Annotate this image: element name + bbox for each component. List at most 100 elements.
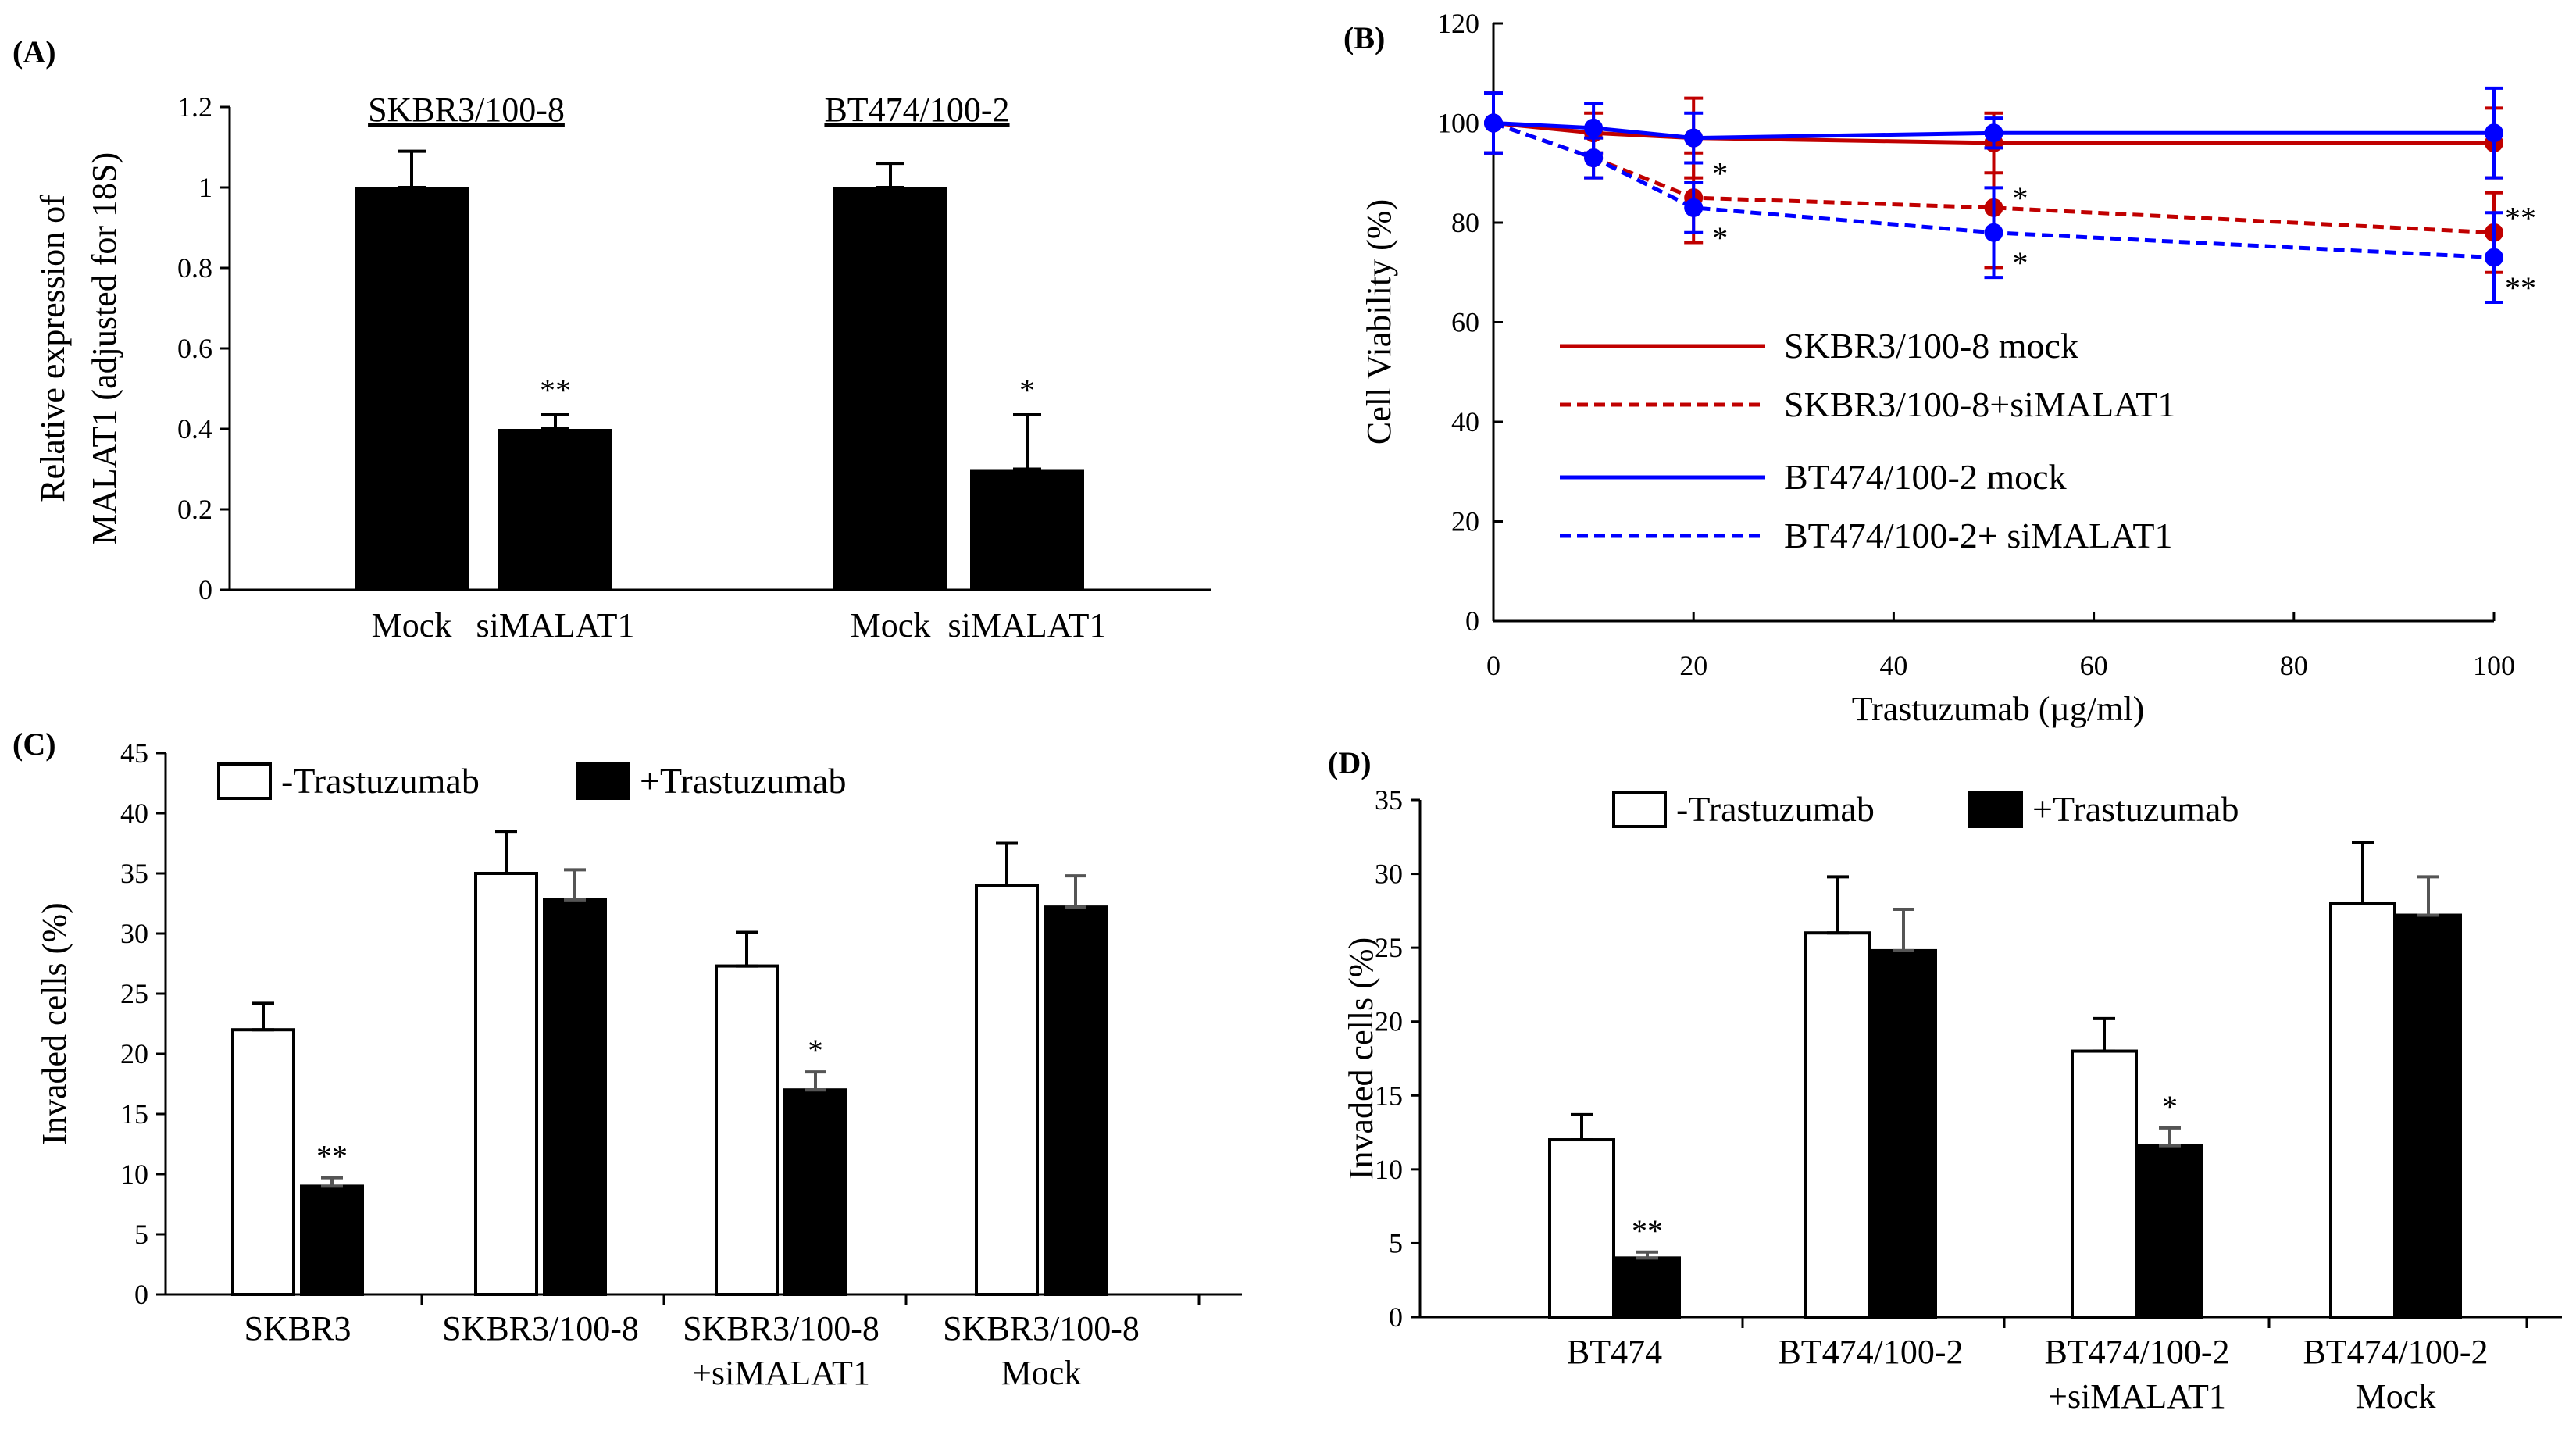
panel-b-point [1484, 113, 1503, 133]
panel-d-category-label: BT474/100-2 [2044, 1333, 2229, 1371]
panel-d-legend-swatch [1968, 791, 2023, 828]
panel-b-significance: * [1712, 155, 1728, 191]
panel-a-bar [833, 187, 947, 590]
panel-b-x-tick-label: 60 [2080, 650, 2108, 681]
panel-c-significance: * [808, 1033, 823, 1068]
panel-a-category-label: siMALAT1 [948, 606, 1107, 644]
panel-c-bar [231, 1028, 295, 1296]
panel-c-error-bar [321, 1176, 343, 1188]
panel-d-bar [2071, 1049, 2138, 1319]
panel-d-y-axis-label: Invaded cells (%) [1342, 937, 1380, 1180]
panel-label-a: (A) [12, 34, 56, 70]
panel-c-y-tick-label: 30 [120, 918, 148, 949]
panel-d-legend-label: +Trastuzumab [2032, 789, 2239, 829]
panel-d-error-bar [1571, 1112, 1593, 1142]
panel-c-legend-label: +Trastuzumab [640, 761, 846, 801]
panel-b-point [1584, 148, 1604, 168]
panel-b-y-axis-label: Cell Viability (%) [1360, 199, 1398, 445]
panel-b-x-tick-label: 0 [1486, 650, 1500, 681]
panel-d-legend-swatch [1612, 791, 1667, 828]
panel-d-error-bar [2093, 1016, 2115, 1053]
panel-d-y-tick-label: 5 [1389, 1227, 1403, 1259]
panel-c-bar [300, 1184, 364, 1297]
panel-b-legend-label: BT474/100-2+ siMALAT1 [1784, 516, 2172, 555]
panel-b-y-tick-label: 0 [1465, 605, 1479, 637]
panel-d-error-bar [2417, 875, 2439, 917]
panel-a-category-label: Mock [372, 606, 452, 644]
panel-d-error-bar [1893, 907, 1914, 952]
panel-d-significance: * [2162, 1089, 2178, 1124]
panel-d-category-label: BT474/100-2 [2303, 1333, 2488, 1371]
panel-d-bar [2395, 913, 2462, 1319]
panel-b-x-tick-label: 100 [2473, 650, 2515, 681]
panel-d-error-bar [1636, 1250, 1658, 1260]
panel-a-y-tick-label: 0.4 [177, 413, 212, 445]
panel-b-significance: ** [2505, 270, 2536, 305]
panel-a-y-tick-label: 0.2 [177, 494, 212, 525]
panel-b-y-tick-label: 60 [1451, 307, 1479, 338]
panel-b-significance: * [2013, 245, 2028, 280]
panel-d-bar [2329, 902, 2396, 1319]
panel-d-error-bar [1827, 875, 1849, 935]
panel-d-bar [1548, 1138, 1615, 1319]
panel-c-category-label: SKBR3/100-8 [442, 1309, 639, 1348]
panel-c-error-bar [495, 830, 517, 875]
panel-d-category-label: BT474/100-2 [1778, 1333, 1963, 1371]
panel-c-y-tick-label: 35 [120, 858, 148, 889]
panel-c-significance: ** [316, 1139, 348, 1174]
panel-c-panel-label: (C) [12, 727, 56, 762]
panel-c-bar [474, 872, 538, 1296]
panel-b-point [1684, 128, 1704, 148]
panel-c-category-label: +siMALAT1 [692, 1354, 870, 1392]
panel-a-significance: ** [540, 373, 571, 408]
panel-b-significance: ** [2505, 201, 2536, 236]
panel-d-bar [1614, 1256, 1681, 1319]
panel-b-point [1984, 123, 2003, 143]
panel-b-legend-label: SKBR3/100-8 mock [1784, 326, 2078, 366]
panel-d-legend-label: -Trastuzumab [1676, 789, 1875, 829]
panel-a-y-axis-label: MALAT1 (adjusted for 18S) [85, 152, 123, 544]
panel-d-bar [2136, 1144, 2203, 1319]
panel-a-y-tick-label: 0.8 [177, 252, 212, 284]
panel-c-y-tick-label: 25 [120, 978, 148, 1009]
panel-d-category-label: +siMALAT1 [2048, 1377, 2226, 1416]
panel-d-error-bar [2352, 841, 2374, 905]
panel-d-error-bar [2159, 1126, 2181, 1148]
panel-a-error-bar [1013, 412, 1041, 471]
panel-b-y-tick-label: 40 [1451, 406, 1479, 437]
panel-d-panel-label: (D) [1328, 745, 1372, 780]
panel-b-point [2485, 248, 2503, 267]
panel-d-y-tick-label: 10 [1375, 1154, 1403, 1185]
panel-a-y-tick-label: 0.6 [177, 333, 212, 364]
panel-a-group-title: SKBR3/100-8 [368, 91, 565, 129]
panel-c-legend-label: -Trastuzumab [281, 761, 480, 801]
panel-a-error-bar [876, 162, 904, 189]
panel-b-significance: * [2013, 180, 2028, 216]
panel-d-y-tick-label: 25 [1375, 932, 1403, 963]
panel-c-bar [1044, 905, 1108, 1296]
panel-b-series-line [1493, 121, 2495, 260]
panel-d-y-tick-label: 0 [1389, 1301, 1403, 1333]
panel-a-category-label: siMALAT1 [476, 606, 635, 644]
panel-c-error-bar [996, 841, 1018, 887]
panel-b-significance: * [1712, 220, 1728, 255]
panel-b-legend-label: SKBR3/100-8+siMALAT1 [1784, 384, 2175, 424]
panel-c-bar [543, 898, 607, 1296]
panel-a-bar [970, 469, 1084, 590]
panel-c-legend-swatch [576, 762, 630, 800]
panel-a-error-bar [398, 149, 426, 189]
panel-a-y-axis-label: Relative expression of [34, 195, 72, 502]
panel-d-y-tick-label: 15 [1375, 1080, 1403, 1111]
panel-c-error-bar [805, 1070, 826, 1092]
panel-a-category-label: Mock [851, 606, 931, 644]
panel-c-category-label: SKBR3/100-8 [943, 1309, 1140, 1348]
panel-c-y-axis-label: Invaded cells (%) [35, 902, 73, 1144]
panel-a-bar [355, 187, 469, 590]
panel-b-point [1984, 223, 2003, 242]
panel-c-y-tick-label: 10 [120, 1159, 148, 1190]
panel-b-point [1684, 198, 1704, 217]
panel-c-category-label: SKBR3 [244, 1309, 351, 1348]
panel-a-y-tick-label: 0 [198, 574, 212, 605]
panel-a-error-bar [541, 412, 569, 430]
panel-c-legend-swatch [217, 762, 272, 800]
